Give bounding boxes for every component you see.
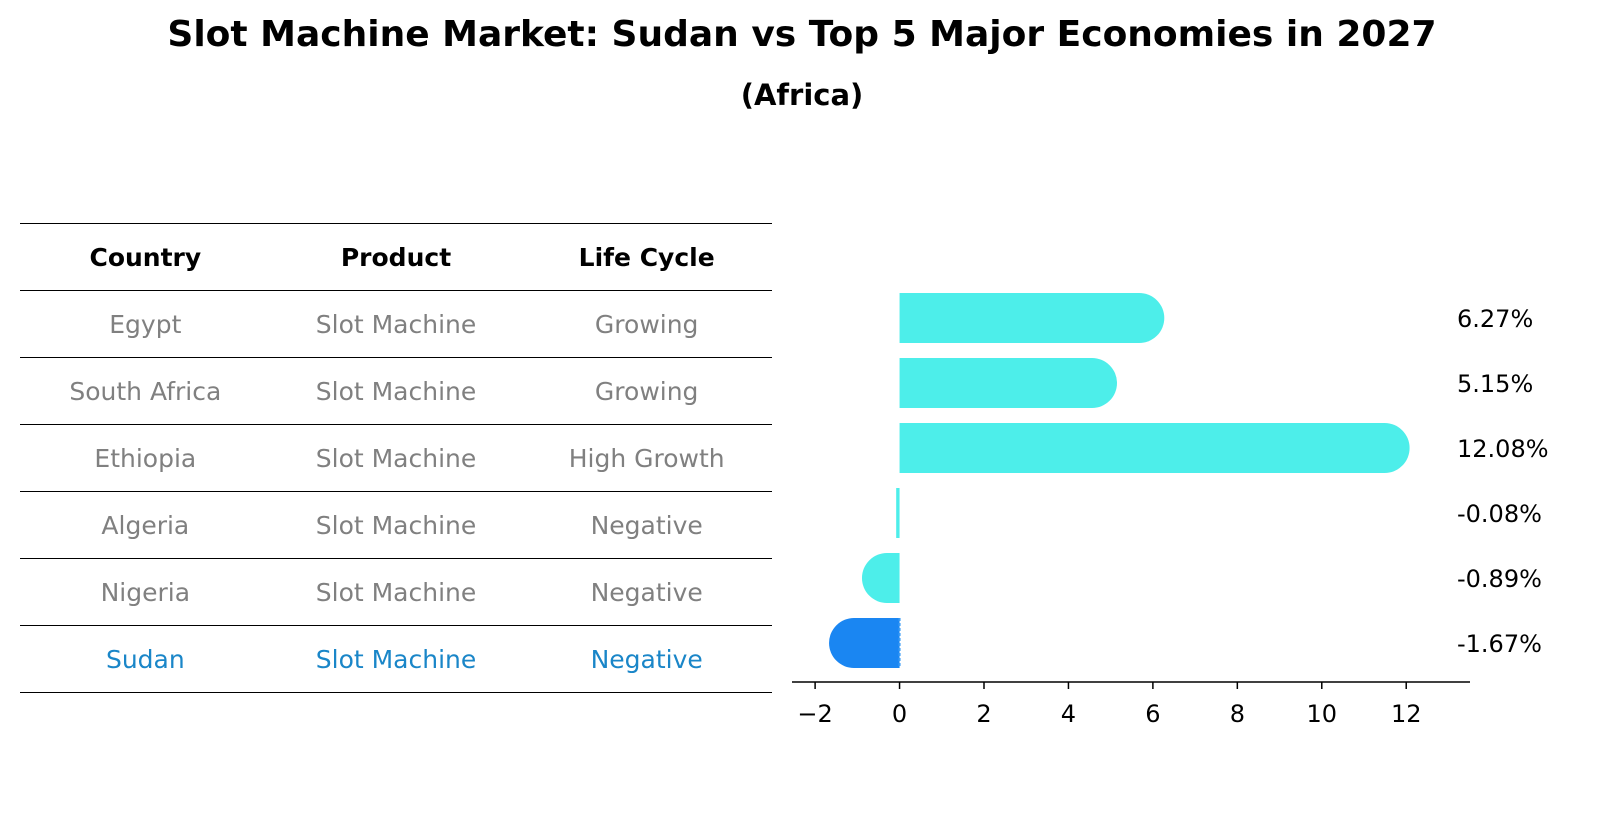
cell-product: Slot Machine — [315, 644, 477, 674]
cell-product: Slot Machine — [315, 443, 477, 473]
x-tick-label: 0 — [892, 700, 907, 728]
x-tick-label: −2 — [797, 700, 832, 728]
bar-algeria — [896, 488, 900, 538]
cell-product: Slot Machine — [315, 510, 477, 540]
data-label: -0.89% — [1457, 565, 1542, 593]
x-tick-label: 2 — [976, 700, 991, 728]
bar-south-africa — [899, 358, 1117, 408]
cell-life-cycle: Growing — [594, 376, 699, 406]
x-tick-label: 8 — [1230, 700, 1245, 728]
chart-subtitle: (Africa) — [740, 78, 864, 112]
cell-country: South Africa — [69, 376, 222, 406]
table-row: Egypt Slot Machine Growing — [20, 291, 772, 358]
cell-country: Sudan — [105, 644, 185, 674]
bar-sudan — [829, 618, 900, 668]
header-product: Product — [340, 242, 452, 272]
cell-life-cycle: Negative — [590, 644, 703, 674]
table-row: Ethiopia Slot Machine High Growth — [20, 425, 772, 492]
x-tick-label: 4 — [1061, 700, 1076, 728]
table-row-highlight: Sudan Slot Machine Negative — [20, 626, 772, 693]
table-header-row: Country Product Life Cycle — [20, 224, 772, 291]
bar-egypt — [899, 293, 1165, 343]
cell-product: Slot Machine — [315, 376, 477, 406]
x-tick-label: 10 — [1307, 700, 1338, 728]
data-label: 6.27% — [1457, 305, 1533, 333]
header-life-cycle: Life Cycle — [578, 242, 715, 272]
cell-life-cycle: Negative — [590, 577, 703, 607]
cell-life-cycle: Negative — [590, 510, 703, 540]
x-tick-label: 12 — [1391, 700, 1422, 728]
bar-nigeria — [861, 553, 900, 603]
bar-ethiopia — [899, 423, 1410, 473]
table-row: South Africa Slot Machine Growing — [20, 358, 772, 425]
data-label: -1.67% — [1457, 630, 1542, 658]
cell-product: Slot Machine — [315, 577, 477, 607]
cell-country: Egypt — [109, 309, 182, 339]
cell-life-cycle: Growing — [594, 309, 699, 339]
table-row: Nigeria Slot Machine Negative — [20, 559, 772, 626]
data-label: 12.08% — [1457, 435, 1549, 463]
chart-title: Slot Machine Market: Sudan vs Top 5 Majo… — [167, 14, 1437, 55]
data-label: -0.08% — [1457, 500, 1542, 528]
bar-chart: 6.27% 5.15% 12.08% -0.08% -0.89% -1.67% −2 0 2 4 6… — [792, 293, 1549, 728]
cell-country: Algeria — [101, 510, 190, 540]
country-table: Country Product Life Cycle Egypt Slot Ma… — [20, 223, 772, 693]
data-label: 5.15% — [1457, 370, 1533, 398]
cell-product: Slot Machine — [315, 309, 477, 339]
cell-life-cycle: High Growth — [568, 443, 725, 473]
cell-country: Nigeria — [100, 577, 191, 607]
table-row: Algeria Slot Machine Negative — [20, 492, 772, 559]
x-tick-label: 6 — [1145, 700, 1160, 728]
cell-country: Ethiopia — [94, 443, 197, 473]
header-country: Country — [89, 242, 202, 272]
